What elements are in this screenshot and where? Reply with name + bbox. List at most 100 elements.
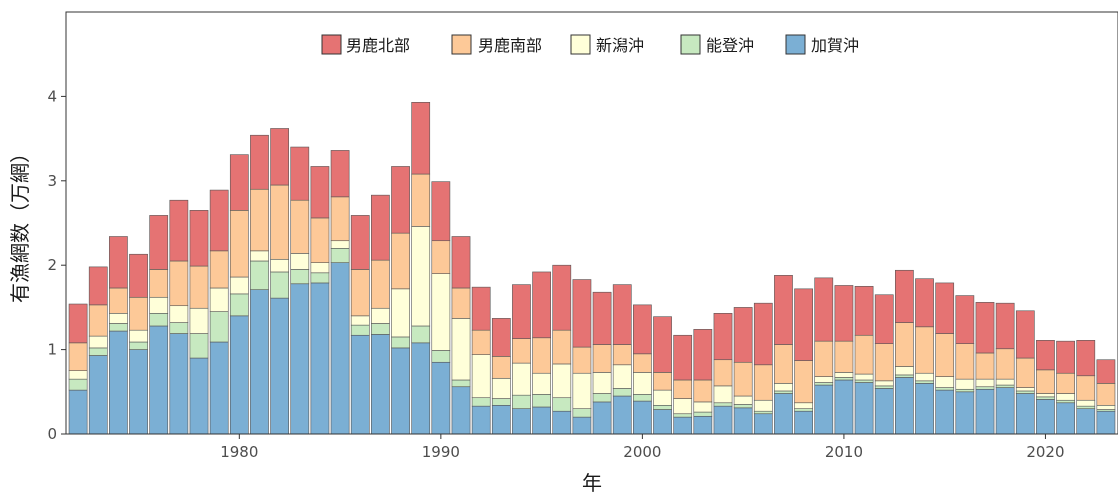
bar-segment [854, 379, 874, 383]
x-tick-label: 2020 [1026, 443, 1064, 461]
bar-segment [471, 329, 491, 355]
bar-segment [491, 398, 511, 406]
bar-segment [68, 389, 88, 435]
bar-segment [1015, 387, 1035, 392]
bar-segment [250, 134, 269, 190]
bar-segment [169, 333, 189, 435]
bar-segment [854, 334, 874, 375]
bar-segment [834, 285, 854, 342]
legend-key [451, 34, 472, 55]
bar-segment [229, 276, 249, 295]
bar-segment [874, 388, 894, 435]
bar-segment [653, 409, 672, 435]
bar-segment [572, 416, 592, 435]
bar-segment [693, 379, 713, 403]
bar-segment [753, 364, 773, 401]
bar-segment [1056, 393, 1075, 401]
bar-segment [733, 307, 753, 363]
bar-segment [874, 294, 894, 344]
bar-segment [491, 404, 511, 435]
bar-segment [68, 342, 88, 372]
bar-segment [491, 356, 511, 379]
bar-segment [129, 341, 148, 350]
bar-segment [451, 318, 471, 381]
bar-segment [149, 325, 169, 435]
bar-segment [1056, 402, 1075, 435]
bar-segment [552, 363, 572, 399]
bar-segment [874, 380, 894, 387]
legend-label: 男鹿南部 [478, 36, 542, 55]
legend-key [785, 34, 806, 55]
bar-segment [149, 296, 169, 314]
bar-segment [874, 385, 894, 389]
bar-segment [612, 344, 632, 366]
bar-segment [310, 272, 330, 284]
bar-segment [713, 385, 733, 404]
bar-segment [774, 390, 793, 394]
bar-segment [290, 269, 310, 285]
legend-label: 加賀沖 [811, 36, 859, 55]
bar-segment [129, 349, 148, 435]
bar-segment [955, 391, 975, 435]
x-axis-title: 年 [582, 471, 602, 495]
bar-segment [1015, 310, 1035, 359]
bar-segment [350, 315, 370, 326]
bar-segment [834, 372, 854, 378]
bar-segment [592, 344, 612, 373]
bar-segment [109, 236, 128, 289]
bar-segment [109, 330, 128, 435]
x-axis: 1980 1990 2000 2010 2020 [220, 434, 1065, 461]
bar-segment [471, 405, 491, 435]
bar-segment [310, 282, 330, 435]
bar-segment [310, 217, 330, 263]
bar-segment [512, 362, 531, 396]
y-axis: 0 1 2 3 4 [47, 87, 66, 443]
bar-segment [1076, 399, 1096, 407]
bar-segment [209, 189, 229, 252]
bar-segment [209, 341, 229, 435]
bar-segment [411, 226, 431, 327]
bar-segment [109, 313, 128, 324]
bar-segment [189, 357, 209, 435]
bar-segment [471, 286, 491, 331]
bar-segment [169, 260, 189, 307]
bar-segment [995, 378, 1015, 386]
bar-segment [189, 307, 209, 334]
bar-segment [895, 322, 914, 367]
bar-segment [411, 342, 431, 435]
bar-segment [290, 283, 310, 435]
bar-segment [350, 334, 370, 435]
bar-segment [209, 287, 229, 312]
bar-segment [673, 398, 693, 415]
bar-segment [371, 323, 390, 335]
y-tick-label: 3 [47, 172, 57, 190]
bar-segment [1096, 410, 1116, 435]
bar-segment [169, 322, 189, 334]
bar-segment [532, 271, 551, 339]
bar-segment [753, 302, 773, 366]
bar-segment [572, 279, 592, 348]
bar-segment [491, 318, 511, 357]
bar-segment [270, 258, 289, 273]
bar-segment [633, 304, 652, 355]
bar-segment [229, 293, 249, 317]
bar-segment [451, 287, 471, 319]
bar-segment [693, 401, 713, 413]
bar-segment [330, 262, 350, 435]
bar-segment [552, 264, 572, 331]
bar-segment [733, 395, 753, 405]
bar-segment [391, 232, 410, 290]
bar-segment [673, 379, 693, 399]
bar-segment [955, 295, 975, 344]
bar-segment [774, 383, 793, 392]
bar-segment [633, 353, 652, 373]
bar-segment [733, 407, 753, 435]
bar-segment [471, 354, 491, 399]
bar-segment [552, 397, 572, 412]
bar-segment [955, 388, 975, 393]
bar-segment [733, 361, 753, 397]
bar-segment [975, 302, 995, 354]
bar-segment [1076, 408, 1096, 435]
bar-segment [129, 296, 148, 331]
